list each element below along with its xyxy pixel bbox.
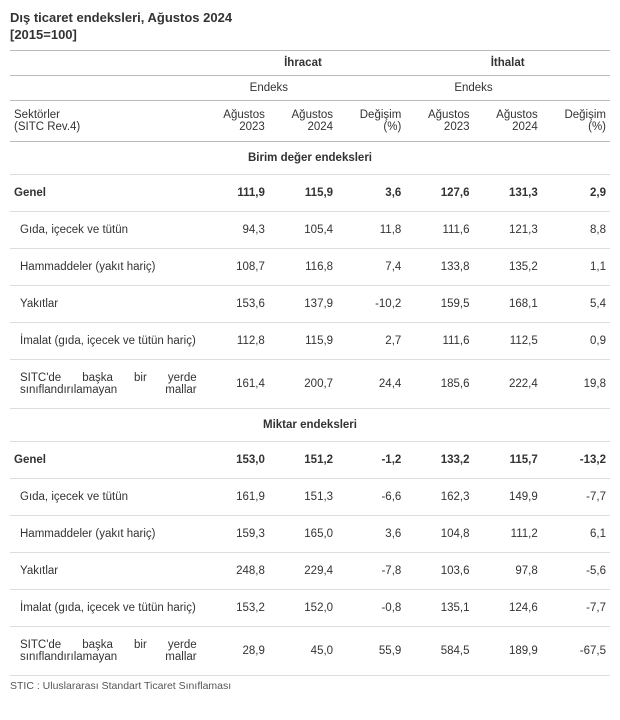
table-row: İmalat (gıda, içecek ve tütün hariç) 112… <box>10 323 610 360</box>
table-row: İmalat (gıda, içecek ve tütün hariç) 153… <box>10 590 610 627</box>
table-row: Yakıtlar 153,6 137,9 -10,2 159,5 168,1 5… <box>10 286 610 323</box>
hdr-ihracat: İhracat <box>201 51 406 76</box>
section-birim: Birim değer endeksleri <box>10 142 610 175</box>
table-row: Yakıtlar 248,8 229,4 -7,8 103,6 97,8 -5,… <box>10 553 610 590</box>
section-miktar: Miktar endeksleri <box>10 409 610 442</box>
table-row: Gıda, içecek ve tütün 161,9 151,3 -6,6 1… <box>10 479 610 516</box>
table-row: Hammaddeler (yakıt hariç) 159,3 165,0 3,… <box>10 516 610 553</box>
hdr-endeks-2: Endeks <box>405 76 541 101</box>
table-row: SITC'de başka bir yerde sınıflandırılama… <box>10 627 610 676</box>
table-row: Genel 111,9 115,9 3,6 127,6 131,3 2,9 <box>10 175 610 212</box>
table-row: SITC'de başka bir yerde sınıflandırılama… <box>10 360 610 409</box>
footnote: STIC : Uluslararası Standart Ticaret Sın… <box>10 680 610 692</box>
title-line2: [2015=100] <box>10 27 610 42</box>
hdr-sektorler: Sektörler(SITC Rev.4) <box>10 101 201 142</box>
table-row: Gıda, içecek ve tütün 94,3 105,4 11,8 11… <box>10 212 610 249</box>
table-row: Genel 153,0 151,2 -1,2 133,2 115,7 -13,2 <box>10 442 610 479</box>
trade-index-table: İhracat İthalat Endeks Endeks Sektörler(… <box>10 50 610 676</box>
hdr-endeks-1: Endeks <box>201 76 337 101</box>
hdr-ithalat: İthalat <box>405 51 610 76</box>
title-line1: Dış ticaret endeksleri, Ağustos 2024 <box>10 10 610 25</box>
table-row: Hammaddeler (yakıt hariç) 108,7 116,8 7,… <box>10 249 610 286</box>
